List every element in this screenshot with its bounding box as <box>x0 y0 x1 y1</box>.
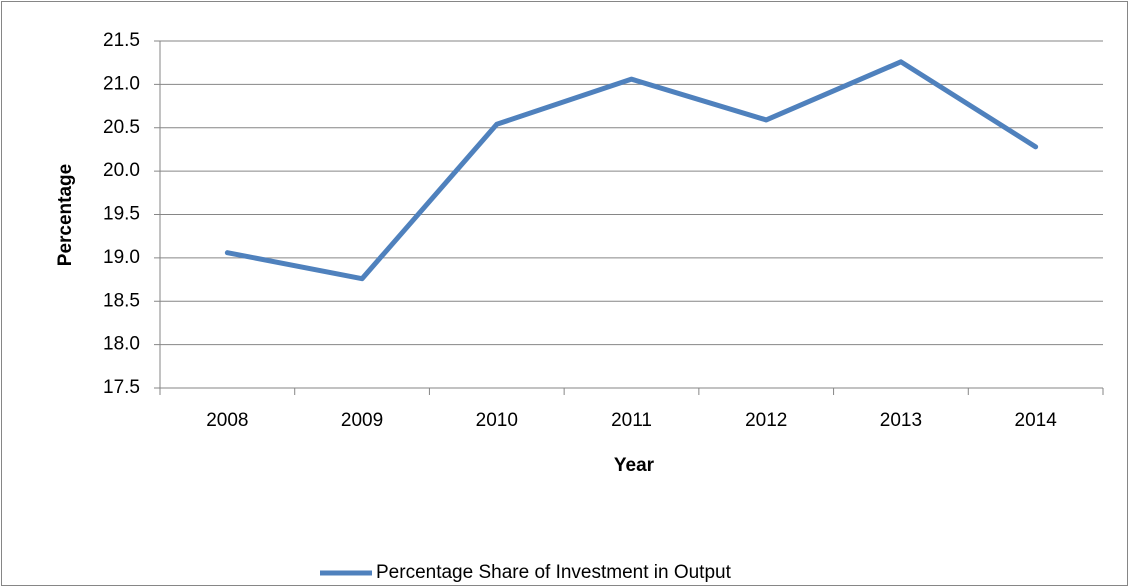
series-line <box>224 59 1039 282</box>
y-tick-label: 21.0 <box>103 73 140 94</box>
x-tick-label: 2008 <box>206 410 248 431</box>
y-tick-label: 19.0 <box>103 247 140 268</box>
y-tick-label: 18.0 <box>103 334 140 355</box>
y-tick-label: 19.5 <box>103 204 140 225</box>
y-tick-label: 20.5 <box>103 117 140 138</box>
x-tick-label: 2012 <box>745 410 787 431</box>
x-tick-label: 2014 <box>1015 410 1058 431</box>
x-tick-label: 2011 <box>611 410 652 431</box>
x-axis-title: Year <box>614 455 655 476</box>
y-axis-title: Percentage <box>55 164 76 266</box>
y-tick-label: 18.5 <box>103 290 140 311</box>
legend-label: Percentage Share of Investment in Output <box>376 562 732 583</box>
y-tick-label: 20.0 <box>103 160 140 181</box>
x-tick-label: 2010 <box>476 410 518 431</box>
x-tick-label: 2013 <box>880 410 922 431</box>
y-tick-label: 21.5 <box>103 30 140 51</box>
x-tick-label: 2009 <box>341 410 383 431</box>
y-tick-label: 17.5 <box>103 377 140 398</box>
